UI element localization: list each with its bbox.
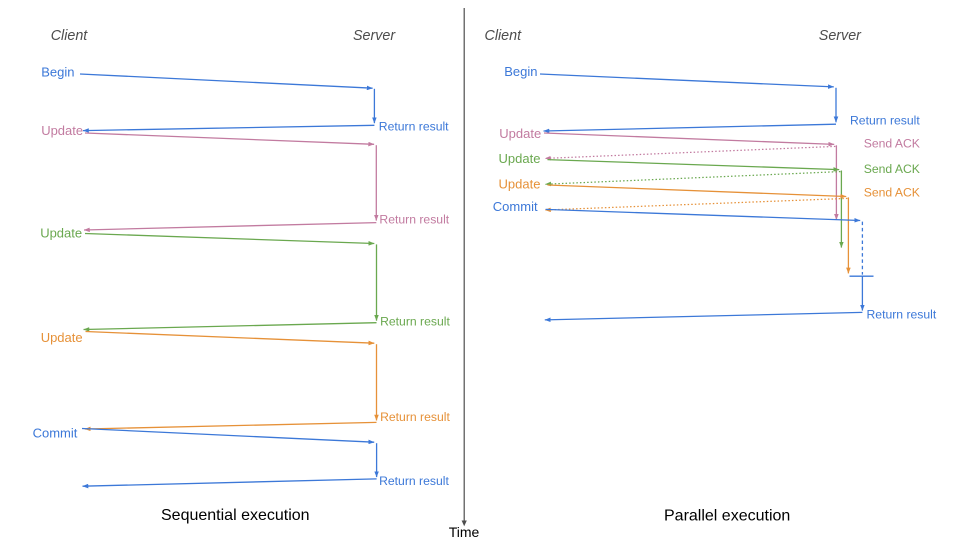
svg-text:Update: Update <box>499 151 541 166</box>
svg-text:Send ACK: Send ACK <box>864 186 920 200</box>
svg-text:Sequential execution: Sequential execution <box>161 507 310 524</box>
svg-text:Return result: Return result <box>379 212 449 226</box>
svg-text:Client: Client <box>51 28 89 44</box>
svg-text:Begin: Begin <box>504 64 537 79</box>
svg-text:Return result: Return result <box>379 119 449 133</box>
svg-text:Client: Client <box>485 28 523 44</box>
svg-text:Server: Server <box>353 28 396 44</box>
svg-text:Begin: Begin <box>41 64 74 79</box>
svg-text:Time: Time <box>449 524 480 540</box>
svg-text:Commit: Commit <box>493 199 538 214</box>
svg-text:Update: Update <box>40 226 82 241</box>
svg-text:Return result: Return result <box>867 308 937 322</box>
svg-text:Parallel execution: Parallel execution <box>664 508 790 525</box>
svg-text:Send ACK: Send ACK <box>864 137 920 151</box>
svg-text:Return result: Return result <box>380 314 450 328</box>
svg-text:Update: Update <box>499 176 541 191</box>
svg-text:Update: Update <box>41 123 83 138</box>
svg-text:Return result: Return result <box>850 114 920 128</box>
svg-text:Server: Server <box>819 28 862 44</box>
svg-text:Return result: Return result <box>379 474 449 488</box>
svg-text:Commit: Commit <box>33 426 78 441</box>
svg-text:Return result: Return result <box>380 410 450 424</box>
svg-text:Update: Update <box>499 126 541 141</box>
svg-text:Update: Update <box>41 330 83 345</box>
svg-text:Send ACK: Send ACK <box>864 162 920 176</box>
